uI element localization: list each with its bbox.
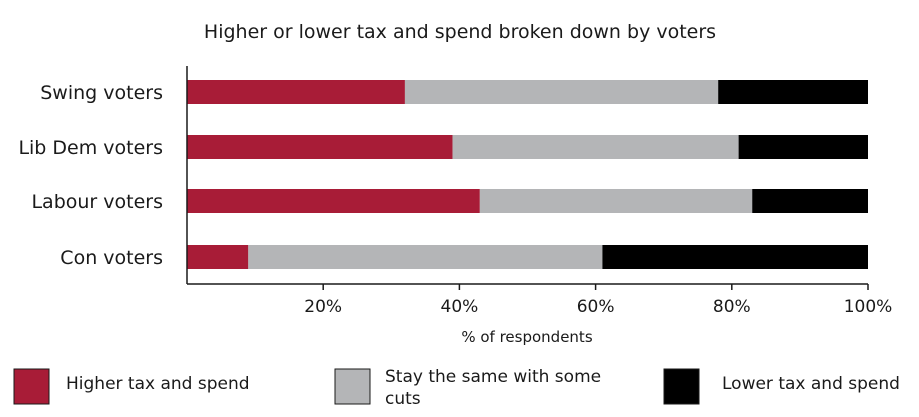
bar-lib-dem-voters-higher-tax-and-spend [187, 135, 453, 159]
legend: Higher tax and spend Stay the same with s… [13, 367, 900, 409]
bar-swing-voters-lower-tax-and-spend [718, 80, 868, 104]
legend-label-stay-the-same-with-some-cuts: Stay the same with some cuts [385, 367, 601, 409]
category-label-con-voters: Con voters [60, 247, 163, 269]
chart-title: Higher or lower tax and spend broken dow… [204, 21, 716, 43]
bar-con-voters-lower-tax-and-spend [602, 245, 868, 269]
x-tick-label-100: 100% [844, 297, 893, 317]
x-axis-ticks: 20% 40% 60% 80% 100% [304, 284, 892, 317]
bar-con-voters-higher-tax-and-spend [187, 245, 249, 269]
category-label-lib-dem-voters: Lib Dem voters [18, 137, 163, 159]
legend-swatch-lower-tax-and-spend [663, 368, 700, 405]
legend-swatch-higher-tax-and-spend [13, 368, 50, 405]
bar-labour-voters-stay-the-same-with-some-cuts [479, 189, 753, 213]
bar-swing-voters-stay-the-same-with-some-cuts [404, 80, 719, 104]
category-labels: Swing voters Lib Dem voters Labour voters C… [18, 82, 163, 269]
category-label-swing-voters: Swing voters [40, 82, 163, 104]
legend-swatch-stay-the-same-with-some-cuts [334, 368, 371, 405]
legend-label-higher-tax-and-spend: Higher tax and spend [66, 374, 250, 394]
x-axis-title: % of respondents [461, 328, 592, 346]
bar-lib-dem-voters-stay-the-same-with-some-cuts [452, 135, 739, 159]
bar-swing-voters-higher-tax-and-spend [187, 80, 405, 104]
bar-con-voters-stay-the-same-with-some-cuts [248, 245, 603, 269]
category-label-labour-voters: Labour voters [31, 191, 163, 213]
x-tick-label-80: 80% [713, 297, 751, 317]
bar-labour-voters-higher-tax-and-spend [187, 189, 480, 213]
bars-group [187, 80, 868, 269]
x-tick-label-40: 40% [441, 297, 479, 317]
x-tick-label-60: 60% [577, 297, 615, 317]
legend-label-lower-tax-and-spend: Lower tax and spend [722, 374, 900, 394]
bar-labour-voters-lower-tax-and-spend [752, 189, 868, 213]
x-tick-label-20: 20% [304, 297, 342, 317]
bar-lib-dem-voters-lower-tax-and-spend [738, 135, 868, 159]
